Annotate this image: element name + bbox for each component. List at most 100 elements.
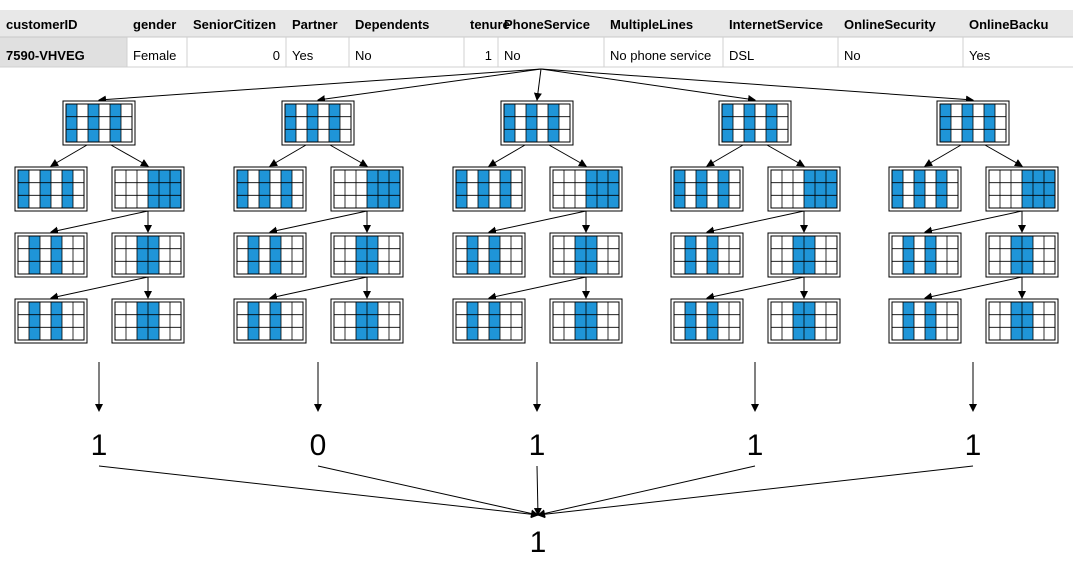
tree-node [14,166,88,212]
tree-edge [548,144,587,167]
tree-leaf-node [549,298,623,344]
tree-2-prediction: 0 [310,429,327,462]
table-to-tree-arrow [98,68,542,104]
column-header: gender [133,17,176,32]
tree-node [985,232,1059,278]
tree-edge [706,210,805,235]
tree-edge [924,210,1023,235]
tree-edge [50,144,88,167]
table-cell: No phone service [610,48,711,63]
tree-edge [488,276,587,301]
tree-node [670,232,744,278]
column-header: Dependents [355,17,429,32]
tree-edge [110,144,149,167]
column-header: Partner [292,17,338,32]
tree-root-node [62,100,136,146]
table-cell: No [844,48,861,63]
final-prediction: 1 [530,526,547,559]
tree-node [233,232,307,278]
table-cell: Yes [969,48,991,63]
table-cell: 0 [273,48,280,63]
tree-node [330,232,404,278]
tree-edge [329,144,368,167]
column-header: InternetService [729,17,823,32]
tree-4-prediction: 1 [747,429,764,462]
data-table: customerID gender SeniorCitizen Partner Depe… [0,10,1073,68]
tree-1 [14,100,539,519]
tree-node [767,166,841,212]
tree-edge [766,144,805,167]
table-cell: Female [133,48,176,63]
tree-node [452,166,526,212]
prediction-to-final-arrow [537,465,974,519]
tree-node [549,232,623,278]
tree-node [670,166,744,212]
tree-4 [537,100,841,518]
tree-node [549,166,623,212]
tree-node [888,298,962,344]
prediction-to-final-arrow [537,465,756,518]
tree-root-node [936,100,1010,146]
table-cell: No [504,48,521,63]
tree-edge [706,276,805,301]
column-header: OnlineSecurity [844,17,937,32]
tree-3 [452,100,623,516]
column-header: OnlineBacku [969,17,1049,32]
column-header: PhoneService [504,17,590,32]
tree-5 [537,100,1059,519]
tree-node [452,298,526,344]
table-cell: DSL [729,48,754,63]
table-to-tree-arrow [317,68,542,103]
tree-3-prediction: 1 [529,429,546,462]
prediction-to-final-arrow [317,465,539,518]
tree-node [111,166,185,212]
tree-root-node [281,100,355,146]
column-header: MultipleLines [610,17,693,32]
tree-node [233,298,307,344]
tree-edge [706,144,744,167]
tree-2 [233,100,539,518]
column-header: tenure [470,17,510,32]
table-to-tree-arrow [533,68,542,101]
tree-edge [269,210,368,235]
tree-node [233,166,307,212]
column-header: SeniorCitizen [193,17,276,32]
tree-leaf-node [985,298,1059,344]
table-cell: No [355,48,372,63]
table-cell: Yes [292,48,314,63]
tree-node [330,166,404,212]
tree-node [888,232,962,278]
tree-edge [924,276,1023,301]
prediction-to-final-arrow [533,465,542,516]
prediction-to-final-arrow [98,465,539,519]
tree-edge [50,276,149,301]
tree-edge [924,144,962,167]
tree-edge [269,144,307,167]
tree-node [14,232,88,278]
tree-leaf-node [111,298,185,344]
tree-edge [984,144,1023,167]
tree-node [888,166,962,212]
tree-edge [488,210,587,235]
tree-edge [50,210,149,235]
table-cell: 7590-VHVEG [6,48,85,63]
tree-node [670,298,744,344]
tree-edge [269,276,368,301]
table-to-tree-arrow [540,68,756,103]
tree-root-node [718,100,792,146]
trees [14,68,1059,519]
table-to-tree-arrow [540,68,974,104]
tree-leaf-node [330,298,404,344]
tree-leaf-node [767,298,841,344]
tree-root-node [500,100,574,146]
tree-edge [488,144,526,167]
tree-node [452,232,526,278]
tree-node [767,232,841,278]
tree-1-prediction: 1 [91,429,108,462]
tree-node [111,232,185,278]
tree-node [985,166,1059,212]
tree-node [14,298,88,344]
column-header: customerID [6,17,78,32]
tree-5-prediction: 1 [965,429,982,462]
